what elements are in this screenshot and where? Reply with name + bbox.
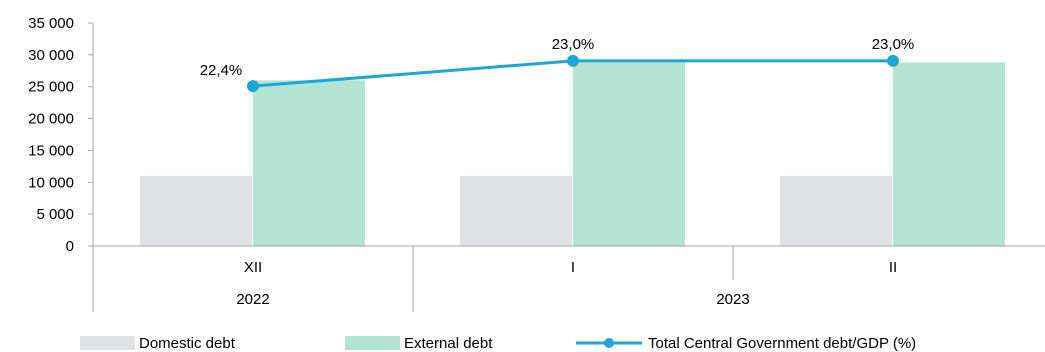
- bars-layer: [140, 62, 1005, 247]
- y-tick-label: 35 000: [28, 15, 74, 32]
- legend-swatch: [80, 336, 135, 350]
- bar-external-debt: [893, 62, 1005, 247]
- x-tick-label: XII: [244, 259, 262, 276]
- legend-label: Domestic debt: [139, 335, 236, 352]
- bar-domestic-debt: [140, 175, 252, 246]
- data-label: 23,0%: [552, 36, 595, 53]
- ticks-layer: 35 000 30 000 25 000 20 000 15 000 10 000 5 00…: [28, 15, 93, 255]
- x-tick-label: II: [889, 259, 897, 276]
- bar-external-debt: [253, 80, 365, 246]
- y-tick-label: 5 000: [36, 206, 74, 223]
- axes-layer: [92, 23, 1045, 247]
- legend: Domestic debt External debt Total Central …: [80, 335, 916, 352]
- legend-item: External debt: [345, 335, 493, 352]
- data-label: 22,4%: [200, 62, 243, 79]
- line-point: [247, 80, 259, 93]
- bar-domestic-debt: [460, 175, 572, 246]
- bar-domestic-debt: [780, 175, 892, 246]
- x-group-label: 2022: [236, 291, 269, 308]
- legend-item: Total Central Government debt/GDP (%): [576, 335, 916, 352]
- y-tick-label: 20 000: [28, 111, 74, 128]
- legend-item: Domestic debt: [80, 335, 236, 352]
- legend-swatch: [345, 336, 400, 350]
- y-tick-label: 0: [66, 238, 74, 255]
- bar-external-debt: [573, 62, 685, 247]
- y-tick-label: 25 000: [28, 79, 74, 96]
- y-tick-label: 15 000: [28, 142, 74, 159]
- legend-marker: [604, 338, 614, 348]
- line-point: [887, 54, 899, 67]
- y-tick-label: 30 000: [28, 47, 74, 64]
- data-label: 23,0%: [872, 36, 915, 53]
- legend-label: Total Central Government debt/GDP (%): [648, 335, 916, 352]
- x-tick-label: I: [571, 259, 575, 276]
- line-point: [567, 54, 579, 67]
- legend-label: External debt: [404, 335, 493, 352]
- x-group-label: 2023: [716, 291, 749, 308]
- line-series-layer: 22,4% 23,0% 23,0%: [200, 36, 915, 93]
- y-tick-label: 10 000: [28, 174, 74, 191]
